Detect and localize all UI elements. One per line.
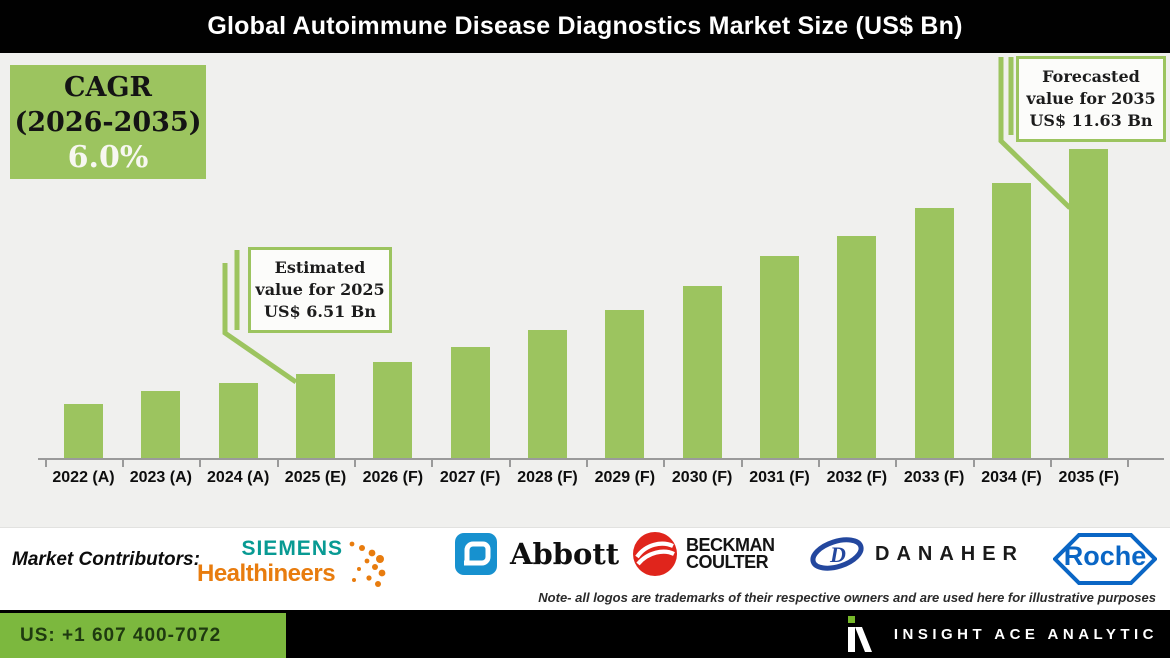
beckman-coulter-swoosh-icon	[633, 532, 677, 576]
cagr-heading: CAGR	[64, 72, 152, 103]
bar-2031	[759, 256, 799, 460]
bar-2028	[527, 330, 567, 460]
bar-2027	[450, 347, 490, 460]
trademark-note: Note- all logos are trademarks of their …	[538, 590, 1156, 605]
bar-2035	[1069, 149, 1109, 460]
x-axis-label-2034: 2034 (F)	[981, 469, 1042, 486]
bar-2032	[837, 236, 877, 460]
x-axis-label-2030: 2030 (F)	[671, 469, 733, 486]
x-axis-line	[38, 458, 1164, 460]
siemens-wordmark: SIEMENS	[241, 537, 343, 560]
roche-wordmark: Roche	[1063, 541, 1147, 571]
bar-2024	[218, 383, 258, 460]
x-axis-tick	[663, 460, 666, 467]
x-axis-tick	[740, 460, 743, 467]
bar-chart: CAGR (2026-2035) 6.0% Estimated value fo…	[0, 53, 1170, 527]
x-axis-tick	[508, 460, 511, 467]
cagr-range: (2026-2035)	[14, 107, 202, 138]
abbott-a-icon	[455, 533, 497, 575]
danaher-d-ellipse-icon: D	[810, 537, 864, 571]
estimated-value-callout: Estimated value for 2025 US$ 6.51 Bn	[248, 247, 392, 333]
bar-2029	[605, 310, 645, 460]
bar-2023	[141, 391, 181, 460]
cagr-value: 6.0%	[67, 140, 149, 175]
x-axis-label-2033: 2033 (F)	[903, 469, 965, 486]
svg-text:D: D	[829, 542, 846, 567]
market-contributors-strip: Market Contributors: SIEMENS Healthineer…	[0, 527, 1170, 610]
x-axis-tick	[431, 460, 434, 467]
brand-name: INSIGHT ACE ANALYTIC	[893, 625, 1158, 643]
x-axis-tick	[276, 460, 279, 467]
estimated-value: US$ 6.51 Bn	[264, 302, 376, 321]
x-axis-label-2024: 2024 (A)	[207, 469, 270, 486]
bar-2022	[64, 404, 103, 460]
x-axis-tick	[199, 460, 202, 467]
forecasted-value: US$ 11.63 Bn	[1029, 111, 1153, 130]
insight-ace-a-icon	[847, 616, 872, 652]
x-axis-label-2035: 2035 (F)	[1058, 469, 1120, 486]
x-axis-tick	[972, 460, 975, 467]
coulter-wordmark: COULTER	[686, 552, 769, 572]
x-axis-tick	[354, 460, 357, 467]
x-axis-label-2032: 2032 (F)	[826, 469, 888, 486]
bar-2033	[914, 208, 954, 460]
page-title: Global Autoimmune Disease Diagnostics Ma…	[207, 12, 963, 40]
logo-beckman-coulter: BECKMAN COULTER	[632, 531, 775, 577]
x-axis-tick	[1050, 460, 1053, 467]
x-axis-label-2025: 2025 (E)	[284, 469, 347, 486]
bar-2034	[991, 183, 1031, 460]
danaher-wordmark: DANAHER	[875, 542, 1024, 565]
roche-hexagon-icon	[1052, 533, 1158, 585]
x-axis-tick	[1127, 460, 1130, 467]
x-axis-label-2022: 2022 (A)	[52, 469, 115, 486]
x-axis-label-2027: 2027 (F)	[439, 469, 501, 486]
logo-siemens-healthineers: SIEMENS Healthineers	[197, 537, 343, 587]
forecasted-line1: Forecasted	[1042, 67, 1140, 86]
logo-danaher: D DANAHER	[808, 535, 1024, 573]
title-bar: Global Autoimmune Disease Diagnostics Ma…	[0, 0, 1170, 53]
forecasted-line2: value for 2035	[1026, 89, 1156, 108]
x-axis-tick	[895, 460, 898, 467]
x-axis-tick	[818, 460, 821, 467]
x-axis-tick	[586, 460, 589, 467]
estimated-line2: value for 2025	[255, 280, 385, 299]
logo-abbott: Abbott	[455, 533, 619, 575]
estimated-line1: Estimated	[274, 258, 366, 277]
phone-block: US: +1 607 400-7072	[0, 613, 286, 658]
bar-2026	[373, 362, 413, 460]
cagr-callout: CAGR (2026-2035) 6.0%	[10, 65, 206, 179]
forecasted-value-callout: Forecasted value for 2035 US$ 11.63 Bn	[1016, 56, 1166, 142]
market-contributors-label: Market Contributors:	[12, 549, 200, 570]
brand-block: INSIGHT ACE ANALYTIC	[842, 610, 1158, 658]
beckman-wordmark: BECKMAN	[686, 535, 775, 555]
phone-number: US: +1 607 400-7072	[20, 624, 222, 646]
siemens-dots-icon	[349, 541, 386, 587]
x-axis-label-2029: 2029 (F)	[594, 469, 656, 486]
footer-bar: US: +1 607 400-7072 INSIGHT ACE ANALYTIC	[0, 610, 1170, 658]
bar-2025	[295, 374, 335, 460]
x-axis-label-2026: 2026 (F)	[362, 469, 424, 486]
logo-roche: Roche	[1052, 531, 1158, 587]
x-axis-tick	[122, 460, 125, 467]
bar-2030	[682, 286, 722, 460]
x-axis-tick	[44, 460, 47, 467]
healthineers-wordmark: Healthineers	[197, 560, 336, 587]
x-axis-label-2031: 2031 (F)	[749, 469, 810, 486]
x-axis-label-2023: 2023 (A)	[129, 469, 192, 486]
x-axis-label-2028: 2028 (F)	[517, 469, 578, 486]
abbott-wordmark: Abbott	[510, 537, 620, 571]
